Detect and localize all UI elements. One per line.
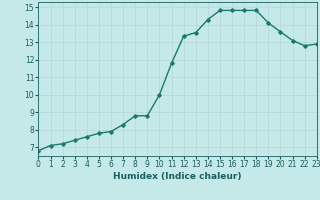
X-axis label: Humidex (Indice chaleur): Humidex (Indice chaleur)	[113, 172, 242, 181]
